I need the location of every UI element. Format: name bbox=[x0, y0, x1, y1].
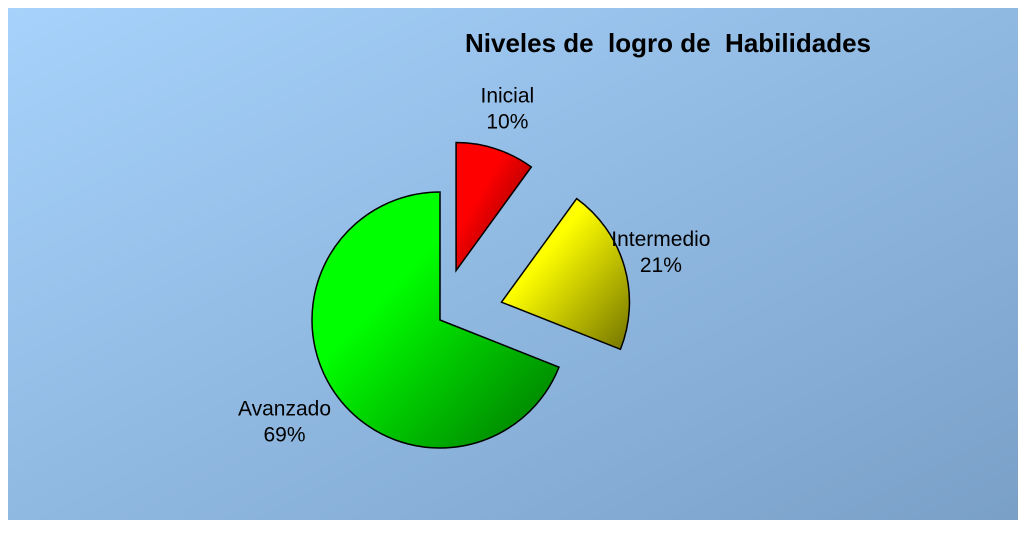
label-category: Intermedio bbox=[611, 228, 710, 251]
data-label: Avanzado 69% bbox=[238, 398, 331, 447]
data-label: Inicial 10% bbox=[481, 85, 535, 134]
label-value: 21% bbox=[640, 254, 682, 277]
plot-background bbox=[8, 8, 1018, 520]
data-label: Intermedio 21% bbox=[611, 228, 710, 277]
label-category: Avanzado bbox=[238, 398, 331, 421]
label-value: 10% bbox=[486, 111, 528, 134]
pie-slice bbox=[455, 141, 533, 273]
pie-slice bbox=[500, 197, 631, 351]
label-value: 69% bbox=[263, 424, 305, 447]
pie-slice bbox=[311, 191, 560, 449]
label-category: Inicial bbox=[481, 85, 535, 108]
chart-title: Niveles de logro de Habilidades bbox=[465, 28, 871, 58]
